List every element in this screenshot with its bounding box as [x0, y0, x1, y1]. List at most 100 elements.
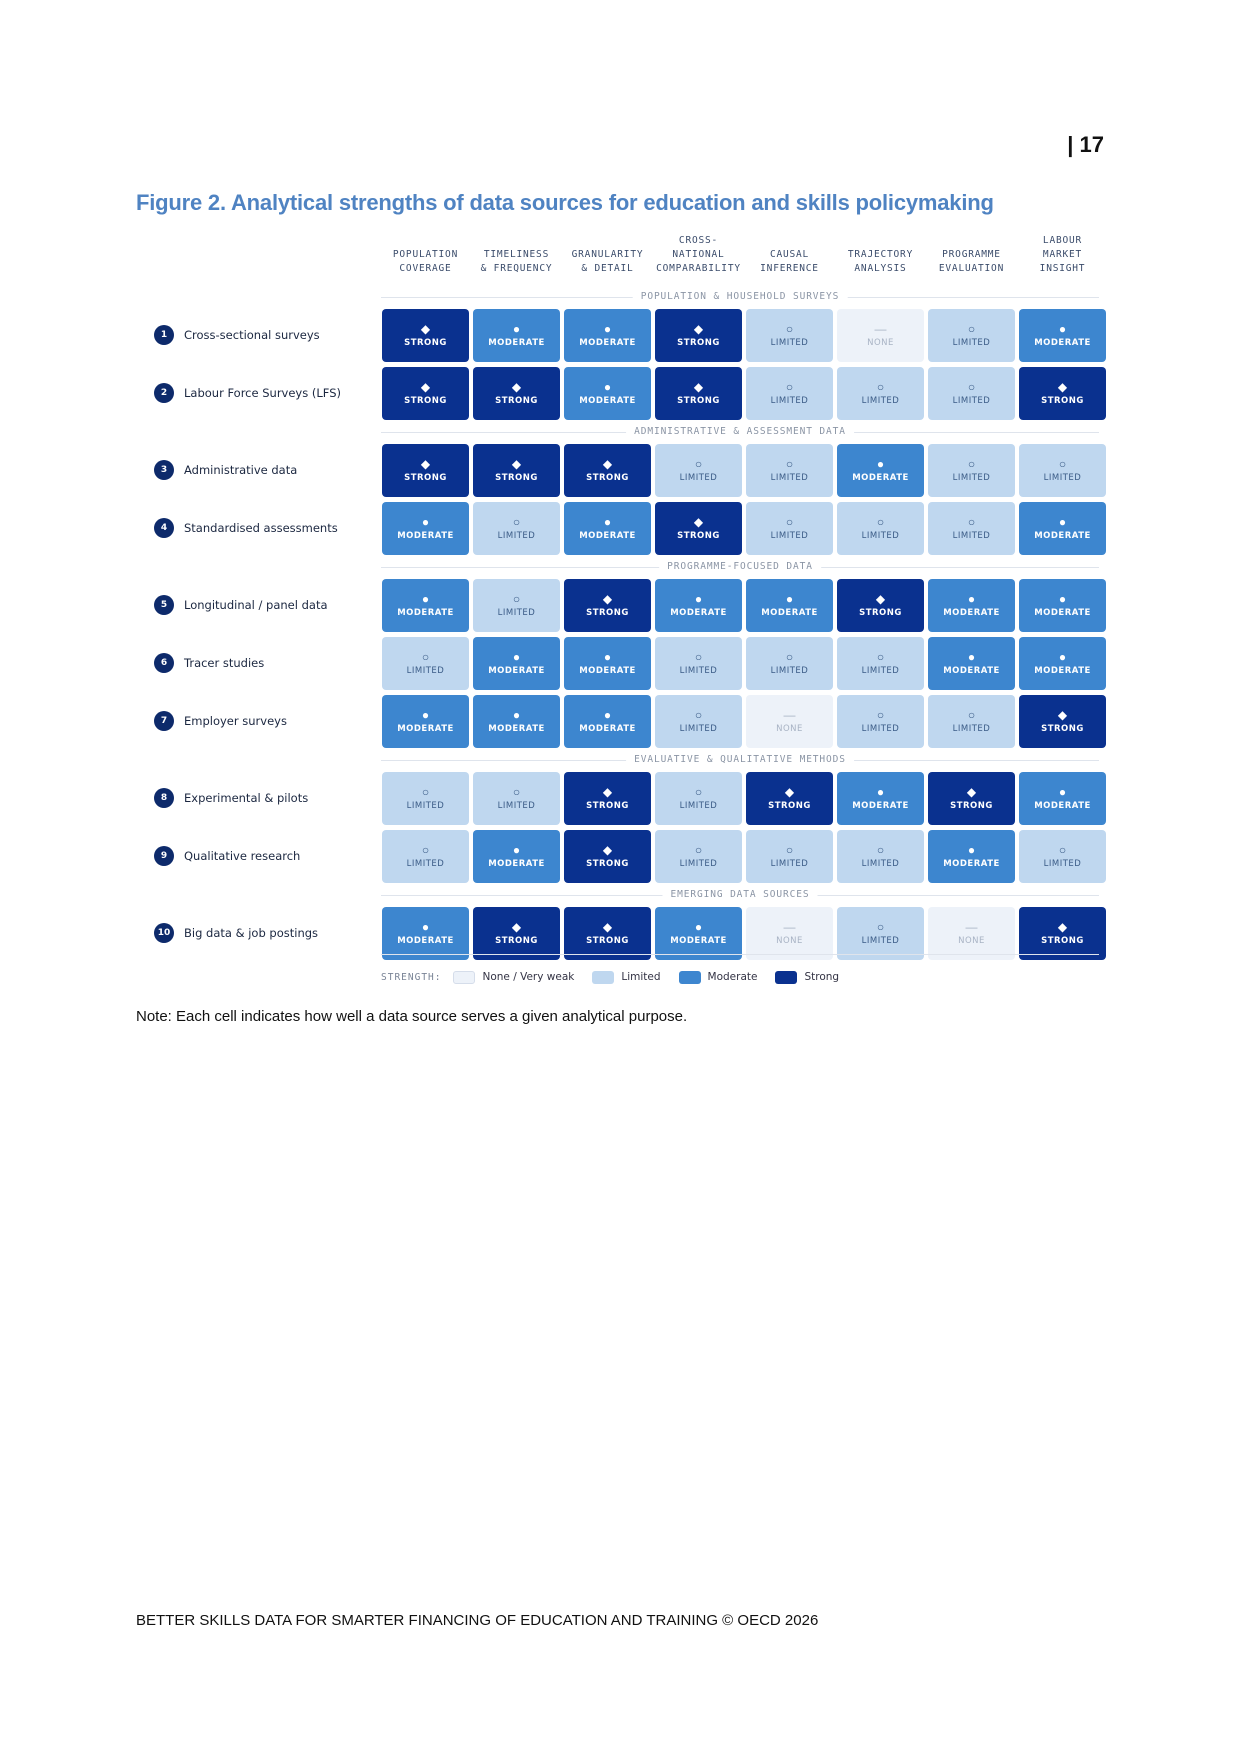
strength-label: LIMITED — [770, 338, 809, 348]
hollow-dot-icon: ○ — [785, 380, 794, 394]
legend-swatch — [453, 970, 476, 984]
strength-label: NONE — [776, 936, 803, 946]
matrix-cell-strong: ◆ STRONG — [382, 444, 469, 497]
strength-label: LIMITED — [679, 666, 718, 676]
filled-dot-icon: ● — [421, 515, 430, 529]
strength-label: STRONG — [586, 801, 629, 811]
section-title: EMERGING DATA SOURCES — [662, 888, 818, 902]
matrix-cell-strong: ◆ STRONG — [564, 444, 651, 497]
matrix-cell-strong: ◆ STRONG — [564, 830, 651, 883]
matrix-cell-limited: ○ LIMITED — [473, 579, 560, 632]
hollow-dot-icon: ○ — [967, 457, 976, 471]
strength-label: LIMITED — [497, 531, 536, 541]
matrix-cell-moderate: ● MODERATE — [382, 579, 469, 632]
section-divider: ADMINISTRATIVE & ASSESSMENT DATA — [381, 425, 1099, 439]
strength-label: NONE — [867, 338, 894, 348]
row-label: 3 Administrative data — [154, 460, 297, 480]
strength-label: STRONG — [859, 608, 902, 618]
hollow-dot-icon: ○ — [785, 322, 794, 336]
matrix-cell-limited: ○ LIMITED — [928, 444, 1015, 497]
matrix-cell-limited: ○ LIMITED — [928, 695, 1015, 748]
strength-label: MODERATE — [852, 473, 909, 483]
matrix-cell-moderate: ● MODERATE — [564, 637, 651, 690]
matrix-cell-limited: ○ LIMITED — [746, 637, 833, 690]
row-label: 10 Big data & job postings — [154, 923, 318, 943]
hollow-dot-icon: ○ — [1058, 457, 1067, 471]
strength-label: STRONG — [495, 396, 538, 406]
strength-label: MODERATE — [579, 396, 636, 406]
column-header: TRAJECTORY ANALYSIS — [847, 249, 914, 274]
column-header: GRANULARITY & DETAIL — [571, 249, 644, 274]
hollow-dot-icon: ○ — [421, 650, 430, 664]
diamond-icon: ◆ — [511, 920, 522, 934]
strength-label: STRONG — [404, 338, 447, 348]
row-number-badge: 9 — [154, 846, 174, 866]
matrix-cell-moderate: ● MODERATE — [382, 907, 469, 960]
matrix-cell-moderate: ● MODERATE — [928, 830, 1015, 883]
filled-dot-icon: ● — [967, 650, 976, 664]
matrix-cell-limited: ○ LIMITED — [655, 637, 742, 690]
matrix-cell-strong: ◆ STRONG — [473, 907, 560, 960]
row-number-badge: 7 — [154, 711, 174, 731]
strength-label: MODERATE — [670, 608, 727, 618]
matrix-cell-limited: ○ LIMITED — [746, 444, 833, 497]
row-number-badge: 10 — [154, 923, 174, 943]
figure-title: Figure 2. Analytical strengths of data s… — [136, 190, 994, 215]
matrix-cell-limited: ○ LIMITED — [928, 309, 1015, 362]
matrix-cell-none: — NONE — [746, 907, 833, 960]
matrix-cell-strong: ◆ STRONG — [837, 579, 924, 632]
strength-label: LIMITED — [770, 666, 809, 676]
data-source-name: Administrative data — [184, 463, 298, 477]
filled-dot-icon: ● — [1058, 515, 1067, 529]
filled-dot-icon: ● — [421, 708, 430, 722]
diamond-icon: ◆ — [1057, 920, 1068, 934]
matrix-cell-limited: ○ LIMITED — [473, 502, 560, 555]
diamond-icon: ◆ — [602, 920, 613, 934]
hollow-dot-icon: ○ — [967, 708, 976, 722]
strength-label: MODERATE — [1034, 608, 1091, 618]
matrix-cell-limited: ○ LIMITED — [1019, 444, 1106, 497]
strength-label: STRONG — [586, 859, 629, 869]
strength-label: MODERATE — [852, 801, 909, 811]
matrix-cell-strong: ◆ STRONG — [655, 367, 742, 420]
matrix-cell-limited: ○ LIMITED — [837, 367, 924, 420]
matrix-cell-strong: ◆ STRONG — [655, 502, 742, 555]
row-number-badge: 1 — [154, 325, 174, 345]
legend-label: Strong — [804, 971, 840, 983]
filled-dot-icon: ● — [603, 322, 612, 336]
strength-label: MODERATE — [488, 666, 545, 676]
strength-label: LIMITED — [679, 859, 718, 869]
filled-dot-icon: ● — [512, 708, 521, 722]
diamond-icon: ◆ — [875, 592, 886, 606]
hollow-dot-icon: ○ — [694, 650, 703, 664]
row-number-badge: 4 — [154, 518, 174, 538]
hollow-dot-icon: ○ — [512, 785, 521, 799]
filled-dot-icon: ● — [603, 380, 612, 394]
hollow-dot-icon: ○ — [512, 515, 521, 529]
row-label: 6 Tracer studies — [154, 653, 264, 673]
strength-matrix: POPULATION COVERAGE TIMELINESS & FREQUENC… — [136, 228, 1106, 1000]
hollow-dot-icon: ○ — [876, 515, 885, 529]
diamond-icon: ◆ — [693, 515, 704, 529]
diamond-icon: ◆ — [420, 380, 431, 394]
dash-icon: — — [783, 708, 796, 722]
filled-dot-icon: ● — [512, 843, 521, 857]
matrix-cell-strong: ◆ STRONG — [1019, 907, 1106, 960]
dash-icon: — — [783, 920, 796, 934]
strength-label: LIMITED — [770, 531, 809, 541]
strength-label: LIMITED — [1043, 473, 1082, 483]
data-source-name: Employer surveys — [184, 714, 287, 728]
matrix-cell-limited: ○ LIMITED — [1019, 830, 1106, 883]
legend-swatch — [678, 970, 701, 984]
strength-label: LIMITED — [952, 396, 991, 406]
filled-dot-icon: ● — [421, 920, 430, 934]
legend-item-limited: Limited — [592, 970, 661, 984]
data-source-name: Cross-sectional surveys — [184, 328, 320, 342]
strength-label: STRONG — [768, 801, 811, 811]
row-number-badge: 2 — [154, 383, 174, 403]
strength-label: LIMITED — [770, 396, 809, 406]
filled-dot-icon: ● — [421, 592, 430, 606]
page-number: | 17 — [1067, 132, 1104, 157]
strength-label: STRONG — [1041, 724, 1084, 734]
legend: STRENGTH: None / Very weak Limited Moderate… — [381, 968, 857, 986]
